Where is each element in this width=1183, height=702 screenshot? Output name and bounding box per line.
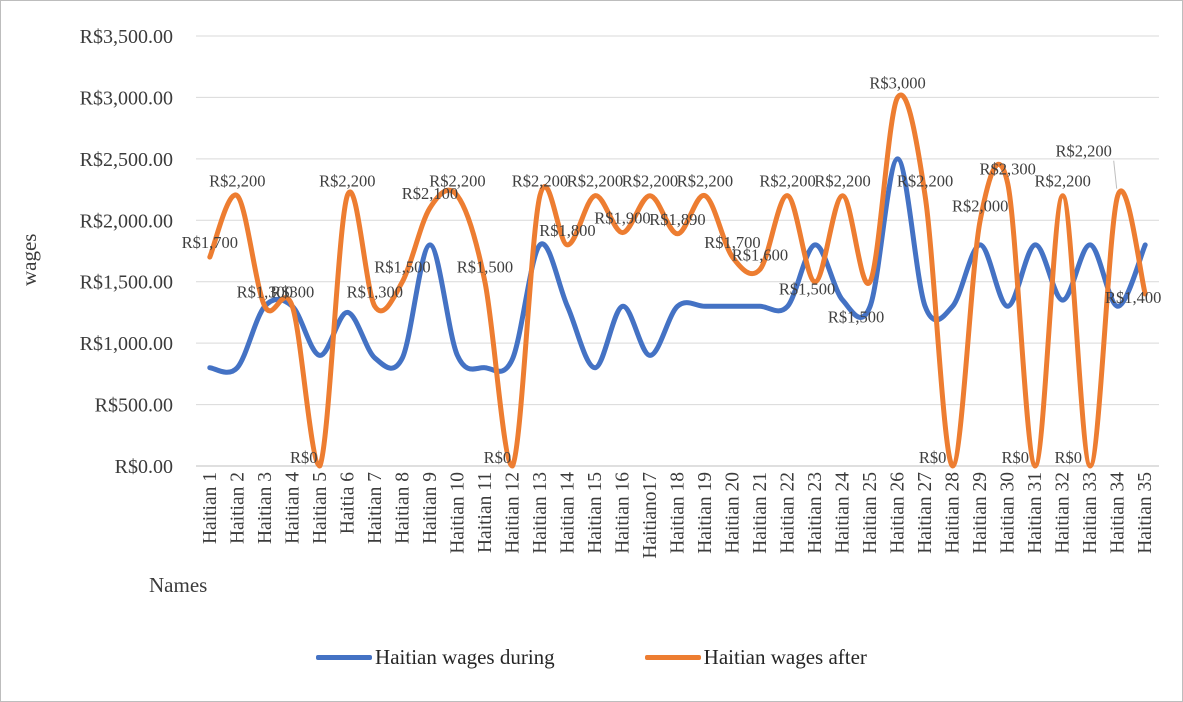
y-tick-label: R$2,000.00	[80, 210, 173, 232]
data-label: R$1,500	[779, 280, 835, 299]
data-label: R$1,700	[704, 233, 760, 252]
x-category-label: Haitian 25	[860, 472, 881, 554]
data-label: R$0	[290, 448, 318, 467]
x-category-label: Haitian 26	[888, 472, 909, 554]
x-category-label: Haitian 20	[723, 472, 744, 554]
data-label: R$1,500	[457, 258, 513, 277]
x-category-label: Haitian 24	[833, 472, 854, 554]
x-category-label: Haitian 31	[1025, 472, 1046, 554]
x-category-label: Haitian 4	[282, 472, 303, 544]
legend-item-during: Haitian wages during	[316, 645, 555, 670]
x-category-label: Haitian 5	[310, 472, 331, 544]
y-tick-label: R$1,000.00	[80, 333, 173, 355]
x-category-label: Haitian 2	[227, 472, 248, 544]
y-tick-label: R$0.00	[115, 456, 173, 478]
legend-swatch-after-line	[644, 655, 701, 660]
y-tick-label: R$1,500.00	[80, 272, 173, 294]
legend-swatch-during-line	[316, 655, 373, 660]
data-label: R$0	[1054, 448, 1082, 467]
series-during-line	[207, 156, 1148, 375]
x-category-label: Haitian 22	[778, 472, 799, 554]
x-category-label: Haitian 14	[557, 472, 578, 554]
data-label: R$2,200	[1035, 172, 1091, 191]
y-axis-title: wages	[17, 233, 41, 286]
y-tick-label: R$3,500.00	[80, 26, 173, 48]
data-label: R$0	[1001, 448, 1029, 467]
data-label: R$1,300	[237, 282, 293, 301]
x-category-label: Haitian 11	[475, 472, 496, 553]
x-category-label: Haitian 34	[1108, 472, 1129, 554]
series-after-line	[207, 92, 1148, 469]
y-tick-label: R$2,500.00	[80, 149, 173, 171]
data-label: R$3,000	[869, 73, 925, 92]
data-label: R$2,200	[677, 172, 733, 191]
x-axis-title: Names	[149, 573, 208, 597]
x-category-label: Haitiano17	[640, 472, 661, 559]
y-tick-label: R$500.00	[95, 395, 173, 417]
data-label: R$2,200	[759, 172, 815, 191]
x-category-label: Haitian 10	[447, 472, 468, 554]
x-category-label: Haitian 32	[1053, 472, 1074, 554]
x-category-label: Haitian 23	[805, 472, 826, 554]
data-label: R$2,200	[814, 172, 870, 191]
x-category-label: Haitian 30	[998, 472, 1019, 554]
chart-legend: Haitian wages during Haitian wages after	[1, 645, 1182, 670]
x-category-label: Haitian 21	[750, 472, 771, 554]
x-category-label: Haitian 35	[1135, 472, 1156, 554]
data-label: R$2,200	[1056, 142, 1112, 161]
x-category-label: Haitian 8	[392, 472, 413, 544]
data-label: R$1,890	[649, 210, 705, 229]
data-label: R$1,500	[374, 258, 430, 277]
legend-label-during: Haitian wages during	[375, 645, 555, 669]
x-category-label: Haitian 13	[530, 472, 551, 554]
x-category-label: Haitian 3	[255, 472, 276, 544]
x-category-label: Haitian 33	[1080, 472, 1101, 554]
data-label: R$2,000	[952, 196, 1008, 215]
x-category-label: Haitian 29	[970, 472, 991, 554]
x-category-label: Haitian 16	[613, 472, 634, 554]
data-label: R$2,200	[209, 172, 265, 191]
data-label: R$1,800	[539, 221, 595, 240]
data-label: R$2,200	[429, 172, 485, 191]
data-label: R$2,100	[402, 184, 458, 203]
data-label: R$0	[484, 448, 512, 467]
y-tick-label: R$3,000.00	[80, 87, 173, 109]
legend-item-after: Haitian wages after	[644, 645, 867, 670]
label-leader-line	[1113, 160, 1118, 189]
x-category-label: Haitian 15	[585, 472, 606, 554]
x-category-label: Haitian 9	[420, 472, 441, 544]
data-label: R$2,300	[980, 159, 1036, 178]
x-category-label: Haitian 18	[668, 472, 689, 554]
data-label: R$2,200	[319, 172, 375, 191]
data-label: R$0	[919, 448, 947, 467]
x-category-label: Haitian 1	[200, 472, 221, 544]
x-category-label: Haitian 7	[365, 472, 386, 544]
data-label: R$1,500	[828, 308, 884, 327]
data-label: R$1,400	[1105, 288, 1161, 307]
x-category-label: Haitian 28	[943, 472, 964, 554]
x-category-label: Haitian 12	[502, 472, 523, 554]
legend-label-after: Haitian wages after	[703, 645, 867, 669]
data-label: R$1,600	[732, 245, 788, 264]
data-label: R$2,200	[567, 172, 623, 191]
data-label: R$300	[270, 282, 314, 301]
data-label: R$1,700	[182, 233, 238, 252]
data-label: R$2,200	[622, 172, 678, 191]
data-label: R$1,300	[347, 282, 403, 301]
x-category-label: Haitian 27	[915, 472, 936, 554]
data-label: R$1,900	[594, 209, 650, 228]
data-label: R$2,200	[897, 172, 953, 191]
data-label: R$2,200	[512, 172, 568, 191]
x-category-label: Haitia 6	[337, 472, 358, 535]
x-category-label: Haitian 19	[695, 472, 716, 554]
